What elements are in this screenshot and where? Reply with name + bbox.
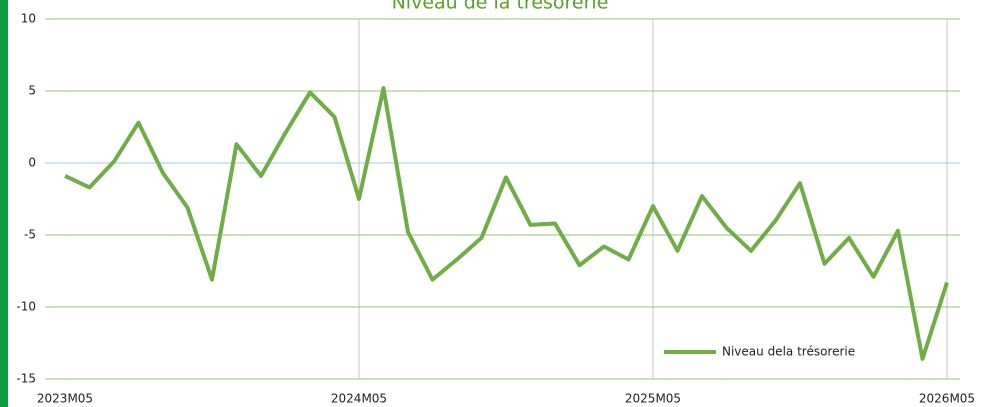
y-tick-label: -10: [16, 300, 36, 314]
x-tick-label: 2023M05: [37, 392, 93, 406]
y-tick-label: 0: [28, 156, 36, 170]
x-tick-label: 2025M05: [625, 392, 681, 406]
y-tick-label: 5: [28, 84, 36, 98]
x-tick-label: 2026M05: [919, 392, 975, 406]
series-line: [64, 86, 949, 361]
chart-title: Niveau de la trésorerie: [392, 0, 609, 14]
side-bar: [0, 0, 8, 407]
legend-label: Niveau dela trésorerie: [722, 345, 855, 359]
x-tick-label: 2024M05: [331, 392, 387, 406]
y-tick-label: -5: [24, 228, 36, 242]
y-tick-label: -15: [16, 372, 36, 386]
y-tick-label: 10: [21, 12, 36, 26]
